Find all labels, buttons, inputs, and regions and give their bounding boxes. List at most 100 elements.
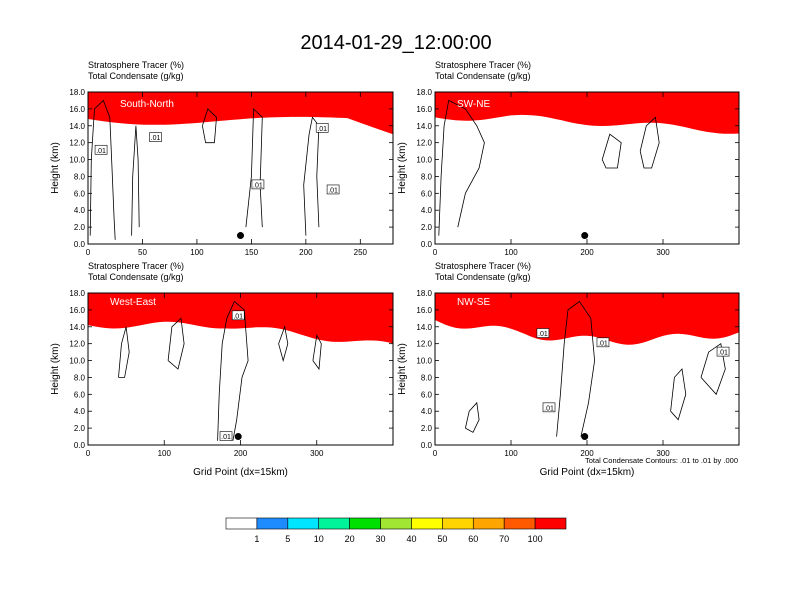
colorbar-label: 5 bbox=[285, 534, 290, 544]
contour-label-box bbox=[219, 431, 233, 441]
y-tick-label: 8.0 bbox=[421, 172, 433, 181]
y-tick-label: 18.0 bbox=[416, 88, 432, 97]
panel-title-line: Stratosphere Tracer (%) bbox=[88, 261, 184, 271]
x-tick-label: 300 bbox=[656, 248, 670, 257]
panel-title-line: Total Condensate (g/kg) bbox=[88, 71, 184, 81]
condensate-contour bbox=[245, 107, 263, 228]
contour-label-box bbox=[94, 144, 108, 155]
panel-west-east: .01 .01 0.0 2.0 4.0 6.0 8.0 10.0 12.0 14.0 16.0 18.… bbox=[50, 261, 394, 478]
y-tick-label: 2.0 bbox=[74, 424, 86, 433]
panel-title-line: Total Condensate (g/kg) bbox=[88, 272, 184, 282]
x-tick-label: 100 bbox=[158, 449, 172, 458]
y-tick-label: 10.0 bbox=[69, 357, 85, 366]
tracer-shading bbox=[88, 293, 393, 344]
colorbar: 1 5 10 20 30 40 50 60 70 100 bbox=[225, 517, 567, 544]
colorbar-label: 30 bbox=[376, 534, 386, 544]
colorbar-label: 70 bbox=[499, 534, 509, 544]
y-tick-label: 8.0 bbox=[74, 373, 86, 382]
panel-title-line: Stratosphere Tracer (%) bbox=[435, 60, 531, 70]
condensate-contour bbox=[465, 401, 480, 433]
x-tick-label: 200 bbox=[580, 449, 594, 458]
condensate-contour bbox=[202, 108, 217, 144]
y-axis-label: Height (km) bbox=[50, 343, 61, 395]
y-axis: 0.0 2.0 4.0 6.0 8.0 10.0 12.0 14.0 16.0 18.0 bbox=[416, 88, 739, 249]
contour-label: .01 bbox=[151, 135, 161, 142]
contour-label-box bbox=[149, 132, 162, 142]
colorbar-swatch bbox=[349, 517, 381, 530]
y-tick-label: 2.0 bbox=[421, 223, 433, 232]
condensate-contour bbox=[556, 300, 596, 437]
contour-label-box bbox=[596, 337, 610, 348]
tracer-band bbox=[435, 92, 739, 134]
x-tick-label: 150 bbox=[245, 248, 259, 257]
location-marker bbox=[237, 232, 244, 240]
contour-label-box bbox=[716, 346, 730, 357]
colorbar-label: 100 bbox=[528, 534, 543, 544]
y-tick-label: 18.0 bbox=[69, 88, 85, 97]
panel-south-north: .01 .01 .01 .01 .01 0.0 2.0 4.0 6.0 8.0 10.0 12.0 14… bbox=[50, 60, 394, 257]
condensate-contour bbox=[670, 368, 687, 421]
y-tick-label: 0.0 bbox=[74, 240, 86, 249]
y-tick-label: 10.0 bbox=[416, 357, 432, 366]
contour-label: .01 bbox=[598, 340, 608, 347]
contour-label: .01 bbox=[253, 182, 263, 189]
tracer-band bbox=[435, 293, 739, 345]
condensate-contour bbox=[601, 133, 622, 169]
colorbar-swatch bbox=[534, 517, 567, 530]
contour-label: .01 bbox=[221, 434, 231, 441]
x-tick-label: 0 bbox=[86, 248, 91, 257]
condensate-contour bbox=[217, 300, 249, 441]
x-tick-label: 200 bbox=[234, 449, 248, 458]
section-label: West-East bbox=[110, 297, 156, 308]
x-tick-label: 300 bbox=[656, 449, 670, 458]
y-tick-label: 18.0 bbox=[69, 289, 85, 298]
condensate-contour bbox=[312, 333, 322, 371]
y-tick-label: 16.0 bbox=[416, 306, 432, 315]
y-tick-label: 12.0 bbox=[416, 139, 432, 148]
contour-label-box bbox=[542, 402, 556, 413]
panel-nw-se: .01 .01 .01 .01 0.0 2.0 4.0 6.0 8.0 10.0 12.0 14.0 1… bbox=[397, 261, 740, 478]
condensate-contour bbox=[438, 99, 485, 236]
page-title: 2014-01-29_12:00:00 bbox=[300, 32, 492, 54]
tracer-shading bbox=[88, 92, 393, 135]
x-tick-label: 0 bbox=[433, 449, 438, 458]
x-axis: 0 100 200 300 bbox=[433, 293, 670, 458]
y-axis-label: Height (km) bbox=[397, 343, 408, 395]
colorbar-swatch bbox=[225, 517, 258, 530]
y-tick-label: 4.0 bbox=[421, 407, 433, 416]
y-tick-label: 0.0 bbox=[421, 240, 433, 249]
panel-title-line: Total Condensate (g/kg) bbox=[435, 272, 531, 282]
condensate-contours bbox=[89, 99, 320, 240]
location-marker bbox=[581, 433, 589, 441]
colorbar-label: 60 bbox=[468, 534, 478, 544]
y-tick-label: 18.0 bbox=[416, 289, 432, 298]
x-tick-label: 200 bbox=[299, 248, 313, 257]
x-axis-label: Grid Point (dx=15km) bbox=[540, 467, 635, 478]
contour-label-box bbox=[315, 123, 329, 133]
y-tick-label: 16.0 bbox=[416, 105, 432, 114]
condensate-contour bbox=[118, 326, 130, 378]
panel-title-line: Stratosphere Tracer (%) bbox=[88, 60, 184, 70]
y-tick-label: 12.0 bbox=[69, 139, 85, 148]
contour-label: .01 bbox=[544, 405, 554, 412]
condensate-contours bbox=[118, 300, 322, 441]
y-tick-label: 10.0 bbox=[416, 156, 432, 165]
x-tick-label: 50 bbox=[138, 248, 147, 257]
y-tick-label: 16.0 bbox=[69, 306, 85, 315]
panel-title-line: Total Condensate (g/kg) bbox=[435, 71, 531, 81]
x-axis: 0 100 200 300 bbox=[86, 293, 324, 458]
y-tick-label: 8.0 bbox=[421, 373, 433, 382]
y-tick-label: 12.0 bbox=[416, 340, 432, 349]
x-tick-label: 100 bbox=[190, 248, 204, 257]
colorbar-swatch bbox=[442, 517, 474, 530]
y-tick-label: 8.0 bbox=[74, 172, 86, 181]
y-tick-label: 10.0 bbox=[69, 156, 85, 165]
x-axis: 0 100 200 300 bbox=[433, 92, 670, 257]
x-tick-label: 250 bbox=[354, 248, 368, 257]
colorbar-swatch bbox=[472, 517, 505, 530]
colorbar-swatch bbox=[503, 517, 536, 530]
x-tick-label: 0 bbox=[86, 449, 91, 458]
colorbar-swatch bbox=[380, 517, 412, 530]
condensate-contour bbox=[167, 317, 185, 370]
y-tick-label: 14.0 bbox=[69, 323, 85, 332]
